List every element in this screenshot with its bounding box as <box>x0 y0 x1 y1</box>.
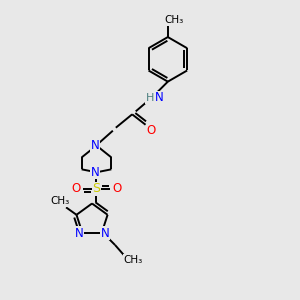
Text: O: O <box>147 124 156 137</box>
Text: CH₃: CH₃ <box>124 255 143 265</box>
Text: N: N <box>91 166 99 179</box>
Text: N: N <box>74 226 83 240</box>
Text: N: N <box>91 139 99 152</box>
Text: S: S <box>92 182 101 195</box>
Text: H: H <box>146 93 154 103</box>
Text: CH₃: CH₃ <box>50 196 69 206</box>
Text: CH₃: CH₃ <box>165 15 184 25</box>
Text: O: O <box>113 182 122 195</box>
Text: N: N <box>154 92 163 104</box>
Text: N: N <box>101 226 110 240</box>
Text: O: O <box>71 182 80 195</box>
